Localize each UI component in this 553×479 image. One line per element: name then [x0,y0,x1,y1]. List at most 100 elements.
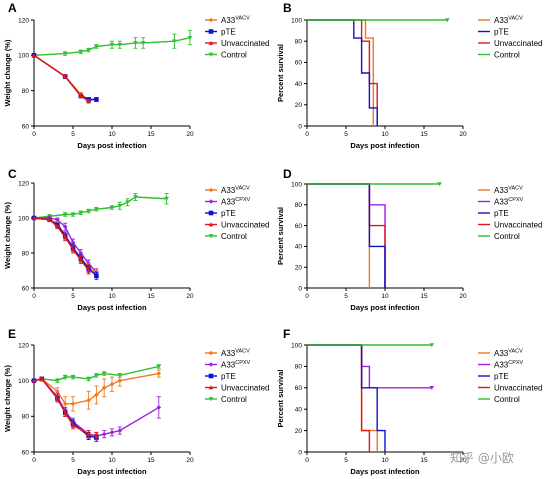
y-tick-label: 40 [295,407,303,414]
legend-item-pte: pTE [478,209,509,218]
y-tick-label: 100 [291,342,302,349]
legend-item-pte: pTE [205,209,236,218]
y-tick-label: 120 [18,342,29,349]
legend-item-unvaccinated: Unvaccinated [205,384,269,393]
legend-label: A33CPXV [221,197,251,207]
survival-step [307,344,378,452]
legend-marker [208,187,214,193]
series-control [31,193,169,221]
data-point [94,433,99,438]
legend-label: Control [221,395,247,404]
censor-mark [445,18,450,23]
series-a33cpxv [307,183,386,288]
legend-label: Control [494,51,520,60]
data-point [86,209,91,214]
survival-step [307,19,378,126]
panel-b: B 0 5 10 15 20 0 20 40 60 80 100 Days post infection… [276,1,542,150]
y-tick-label: 0 [298,449,302,456]
panel-label: A [8,1,17,15]
x-tick-label: 5 [71,131,75,138]
y-tick-label: 20 [295,428,303,435]
y-axis-label: Percent survival [276,207,285,265]
series-unvaccinated [307,344,371,452]
data-point [55,378,60,383]
panel-a: A 0 5 10 15 20 60 80 100 120 Days post infection We… [3,1,269,150]
series-line [33,196,167,219]
data-point [109,430,115,435]
x-tick-label: 20 [186,131,194,138]
data-point [62,212,68,217]
data-point [117,42,123,48]
x-tick-label: 15 [420,131,428,138]
data-point [156,364,162,369]
x-tick-label: 20 [459,293,467,300]
legend-label: A33VACV [494,16,523,26]
survival-step [307,183,386,288]
legend-item-a33vacv: A33VACV [478,16,523,26]
x-tick-label: 5 [344,131,348,138]
data-point [101,371,107,376]
data-point [31,378,37,383]
data-point [109,205,115,210]
x-tick-label: 10 [381,293,389,300]
censor-mark [429,343,434,348]
survival-step [307,19,378,126]
y-tick-label: 40 [295,81,303,88]
legend-label: A33CPXV [494,197,524,207]
legend-item-control: Control [478,395,520,404]
series-a33vacv [307,344,378,452]
legend: A33VACV A33CPXV pTE Unvaccinated Control [205,349,269,404]
y-tick-label: 60 [295,223,303,230]
data-point [55,224,60,229]
data-point [94,97,99,102]
y-tick-label: 80 [295,364,303,371]
legend-item-a33vacv: A33VACV [205,16,250,25]
survival-step [307,183,386,288]
series-line [33,365,159,382]
legend-label: A33VACV [221,186,250,196]
data-point [70,401,76,407]
data-point [94,392,99,398]
data-point [94,273,99,279]
panel-label: E [8,327,16,341]
legend-label: A33VACV [494,349,523,359]
data-point [140,41,146,46]
y-tick-label: 80 [22,88,30,95]
legend-marker [208,17,214,23]
y-axis-label: Weight change (%) [3,202,12,269]
series-control [307,182,442,187]
data-point [101,385,107,391]
legend-label: A33CPXV [221,360,251,370]
legend-marker [208,40,214,45]
x-tick-label: 10 [381,457,389,464]
x-tick-label: 10 [108,293,116,300]
data-point [164,196,169,202]
y-tick-label: 20 [295,265,303,272]
data-point [39,376,45,381]
legend-label: pTE [221,372,236,381]
data-point [86,48,91,53]
data-point [125,200,130,205]
y-tick-label: 60 [295,60,303,67]
x-tick-label: 10 [381,131,389,138]
data-point [70,247,76,252]
panel-f: F 0 5 10 15 20 0 20 40 60 80 100 Days post infection… [276,327,542,476]
x-axis-label: Days post infection [350,303,420,312]
panel-c: C 0 5 10 15 20 60 80 100 120 Days post infection We… [3,167,269,312]
x-tick-label: 0 [305,131,309,138]
series-line [33,54,89,102]
y-tick-label: 60 [22,449,30,456]
legend-item-a33vacv: A33VACV [205,349,250,358]
survival-step [307,344,386,452]
data-point [156,405,162,410]
series-a33vacv [307,183,371,288]
y-axis-label: Weight change (%) [3,39,12,106]
legend-item-control: Control [478,51,520,60]
legend-label: A33VACV [494,186,523,196]
x-tick-label: 10 [108,457,116,464]
legend-label: Unvaccinated [494,39,542,48]
y-axis-label: Percent survival [276,370,285,428]
data-point [117,378,123,383]
data-point [172,39,177,44]
